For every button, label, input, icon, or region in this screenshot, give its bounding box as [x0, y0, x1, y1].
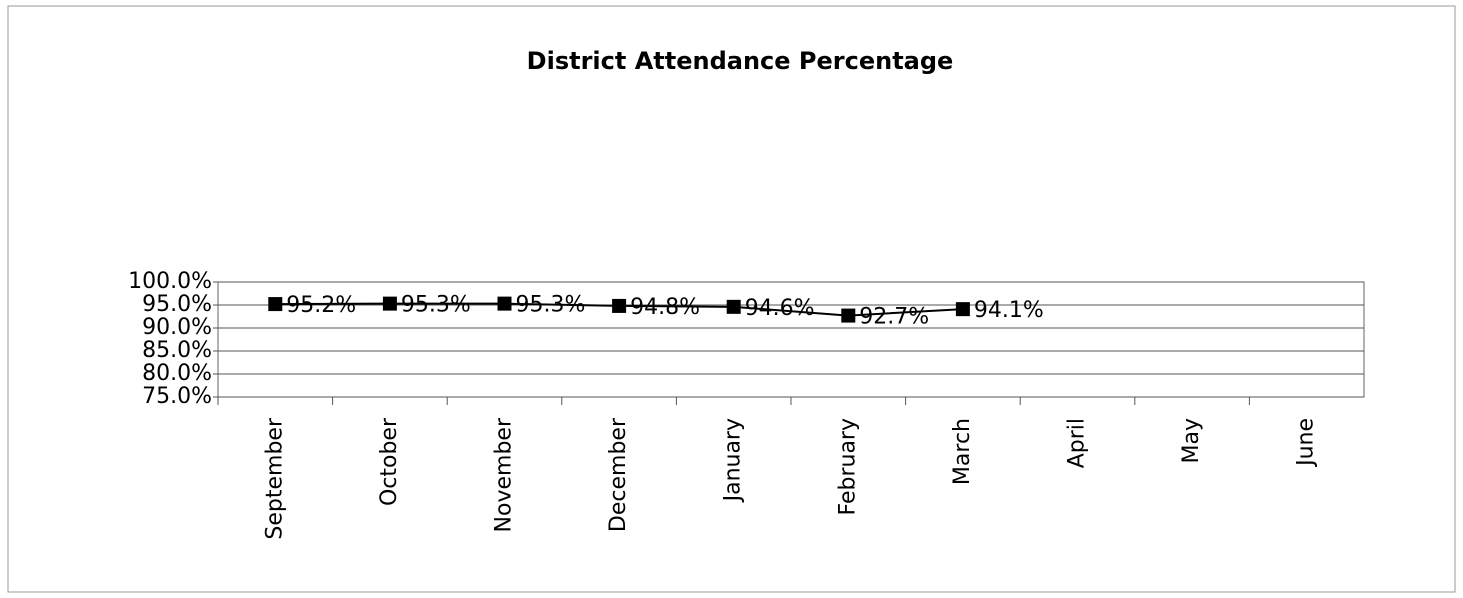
chart-title: District Attendance Percentage [527, 47, 954, 75]
x-tick-label: March [950, 418, 975, 485]
data-label: 94.8% [630, 295, 700, 320]
x-tick-label: September [262, 417, 287, 540]
x-tick-label: April [1065, 418, 1090, 468]
y-tick-label: 90.0% [142, 315, 212, 340]
y-tick-label: 100.0% [128, 269, 212, 294]
data-label: 95.3% [516, 293, 586, 318]
marker [955, 302, 970, 317]
y-tick-label: 85.0% [142, 338, 212, 363]
plot-area [217, 281, 1365, 398]
data-label: 95.3% [401, 293, 471, 318]
x-tick-label: June [1294, 418, 1319, 468]
marker [382, 296, 397, 311]
y-tick-label: 75.0% [142, 384, 212, 409]
x-tick-label: May [1179, 418, 1204, 463]
y-tick-label: 80.0% [142, 361, 212, 386]
marker [612, 298, 627, 313]
marker [841, 308, 856, 323]
data-label: 94.6% [745, 296, 815, 321]
x-tick-label: November [492, 417, 517, 532]
marker [726, 299, 741, 314]
marker [497, 296, 512, 311]
x-tick-label: February [835, 418, 860, 516]
x-tick-label: October [377, 417, 402, 506]
data-label: 95.2% [286, 293, 356, 318]
x-tick-label: December [606, 417, 631, 532]
data-label: 92.7% [859, 305, 929, 330]
x-tick-label: January [721, 418, 746, 503]
y-tick-label: 95.0% [142, 292, 212, 317]
marker [268, 297, 283, 312]
data-label: 94.1% [974, 298, 1044, 323]
